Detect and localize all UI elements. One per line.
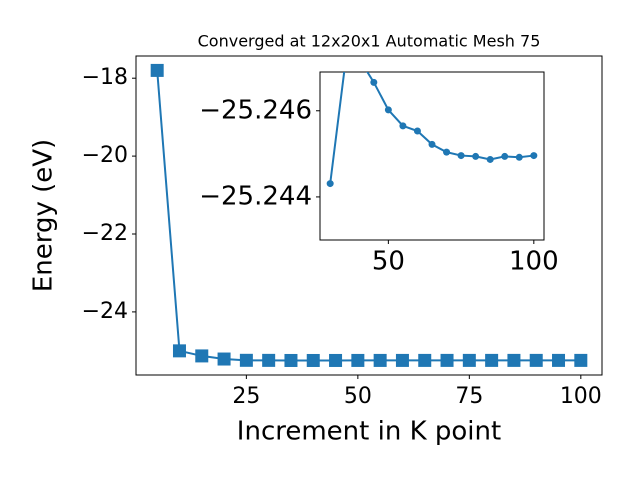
y-tick-label: −24 bbox=[82, 299, 128, 324]
chart-title: Converged at 12x20x1 Automatic Mesh 75 bbox=[198, 32, 541, 51]
marker bbox=[501, 152, 509, 160]
marker bbox=[306, 353, 320, 367]
marker bbox=[217, 352, 231, 366]
marker bbox=[384, 106, 392, 114]
marker bbox=[486, 155, 494, 163]
marker bbox=[373, 353, 387, 367]
marker bbox=[262, 353, 276, 367]
x-tick-label: 25 bbox=[232, 384, 260, 409]
marker bbox=[457, 152, 465, 160]
y-tick-label: −18 bbox=[82, 65, 128, 90]
y-tick-label: −20 bbox=[82, 143, 128, 168]
marker bbox=[329, 353, 343, 367]
y-axis-label: Energy (eV) bbox=[29, 139, 59, 292]
y-tick-label: −25.244 bbox=[199, 181, 312, 211]
marker bbox=[284, 353, 298, 367]
marker bbox=[485, 353, 499, 367]
marker bbox=[172, 344, 186, 358]
x-tick-label: 100 bbox=[509, 247, 559, 277]
x-tick-label: 50 bbox=[344, 384, 372, 409]
marker bbox=[462, 353, 476, 367]
marker bbox=[418, 353, 432, 367]
marker bbox=[515, 153, 523, 161]
y-tick-label: −22 bbox=[82, 221, 128, 246]
marker bbox=[195, 349, 209, 363]
marker bbox=[428, 140, 436, 148]
x-tick-label: 75 bbox=[455, 384, 483, 409]
marker bbox=[399, 122, 407, 130]
marker bbox=[552, 353, 566, 367]
marker bbox=[413, 127, 421, 135]
x-tick-label: 50 bbox=[372, 247, 405, 277]
marker bbox=[443, 148, 451, 156]
marker bbox=[395, 353, 409, 367]
data-layer bbox=[326, 72, 538, 188]
axes: 50 100 −25.246 −25.244 bbox=[199, 71, 559, 277]
marker bbox=[507, 353, 521, 367]
marker bbox=[440, 353, 454, 367]
marker bbox=[530, 152, 538, 160]
x-tick-label: 100 bbox=[560, 384, 602, 409]
marker bbox=[351, 353, 365, 367]
marker bbox=[472, 152, 480, 160]
marker bbox=[326, 180, 334, 188]
marker bbox=[150, 63, 164, 77]
marker bbox=[574, 353, 588, 367]
marker bbox=[529, 353, 543, 367]
marker bbox=[239, 353, 253, 367]
marker bbox=[370, 78, 378, 86]
data-layer bbox=[150, 63, 588, 367]
y-tick-label: −25.246 bbox=[199, 95, 312, 125]
x-axis-label: Increment in K point bbox=[237, 417, 501, 447]
